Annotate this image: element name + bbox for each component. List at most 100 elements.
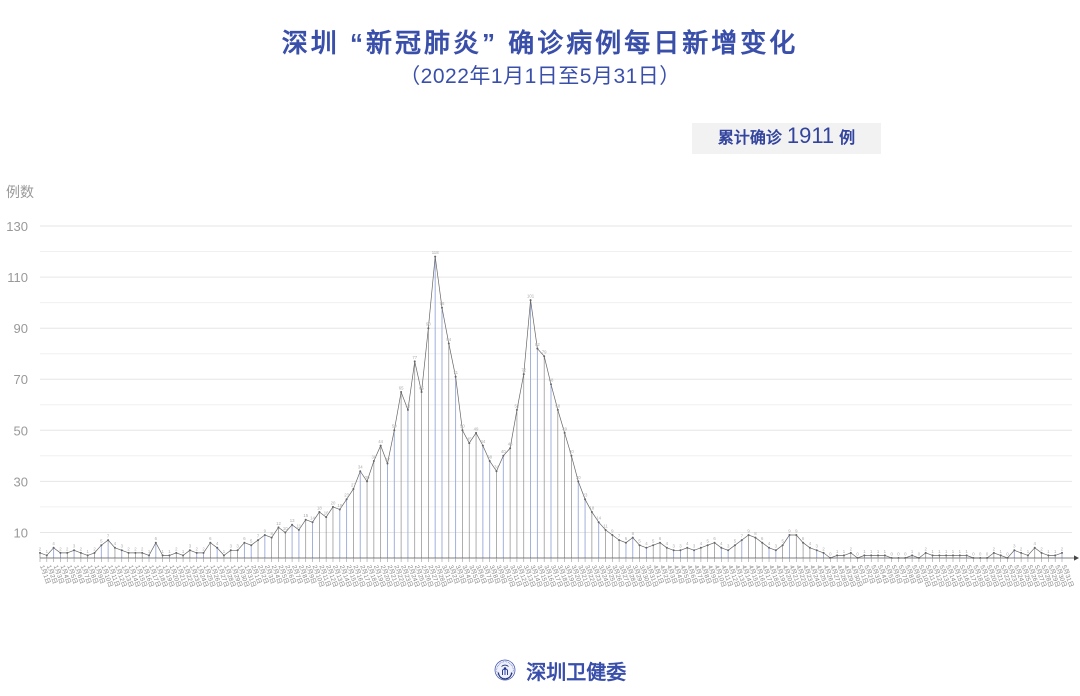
svg-text:5: 5 xyxy=(100,539,103,544)
svg-text:1: 1 xyxy=(46,549,49,554)
svg-text:68: 68 xyxy=(549,378,554,383)
svg-text:1: 1 xyxy=(931,549,934,554)
svg-text:0: 0 xyxy=(1006,551,1009,556)
svg-text:5: 5 xyxy=(638,539,641,544)
svg-text:5: 5 xyxy=(734,539,737,544)
svg-text:5: 5 xyxy=(707,539,710,544)
svg-text:1: 1 xyxy=(945,549,948,554)
svg-text:2: 2 xyxy=(196,546,199,551)
svg-text:30: 30 xyxy=(365,475,370,480)
svg-text:44: 44 xyxy=(480,439,485,444)
svg-text:3: 3 xyxy=(727,544,730,549)
svg-text:8: 8 xyxy=(754,531,757,536)
svg-text:6: 6 xyxy=(155,536,158,541)
svg-text:3: 3 xyxy=(73,544,76,549)
svg-text:40: 40 xyxy=(569,449,574,454)
svg-text:4: 4 xyxy=(645,541,648,546)
svg-text:19: 19 xyxy=(337,503,342,508)
svg-text:38: 38 xyxy=(487,454,492,459)
svg-text:34: 34 xyxy=(494,465,499,470)
svg-text:118: 118 xyxy=(432,250,439,255)
svg-text:45: 45 xyxy=(467,437,472,442)
svg-text:49: 49 xyxy=(474,426,479,431)
svg-text:40: 40 xyxy=(501,449,506,454)
svg-text:0: 0 xyxy=(829,551,832,556)
svg-text:1: 1 xyxy=(911,549,914,554)
svg-text:2: 2 xyxy=(93,546,96,551)
svg-text:1: 1 xyxy=(168,549,171,554)
svg-text:1: 1 xyxy=(223,549,226,554)
svg-text:30: 30 xyxy=(576,475,581,480)
svg-text:6: 6 xyxy=(761,536,764,541)
svg-text:2: 2 xyxy=(59,546,62,551)
svg-text:4: 4 xyxy=(114,541,117,546)
svg-text:4: 4 xyxy=(809,541,812,546)
svg-text:3: 3 xyxy=(121,544,124,549)
svg-text:2: 2 xyxy=(850,546,853,551)
svg-text:6: 6 xyxy=(243,536,246,541)
svg-text:0: 0 xyxy=(856,551,859,556)
svg-text:18: 18 xyxy=(317,505,322,510)
svg-text:1: 1 xyxy=(843,549,846,554)
svg-text:37: 37 xyxy=(385,457,390,462)
svg-text:3: 3 xyxy=(236,544,239,549)
svg-text:10: 10 xyxy=(283,526,288,531)
svg-text:2: 2 xyxy=(134,546,137,551)
svg-text:7: 7 xyxy=(741,534,744,539)
svg-text:1: 1 xyxy=(938,549,941,554)
svg-text:14: 14 xyxy=(310,516,315,521)
svg-text:7: 7 xyxy=(618,534,621,539)
svg-text:58: 58 xyxy=(406,403,411,408)
svg-text:1: 1 xyxy=(86,549,89,554)
svg-text:0: 0 xyxy=(890,551,893,556)
svg-text:71: 71 xyxy=(453,370,458,375)
svg-text:50: 50 xyxy=(392,424,397,429)
svg-text:1: 1 xyxy=(863,549,866,554)
svg-text:15: 15 xyxy=(303,513,308,518)
svg-text:1: 1 xyxy=(836,549,839,554)
svg-text:11: 11 xyxy=(297,523,302,528)
svg-text:3: 3 xyxy=(189,544,192,549)
svg-text:34: 34 xyxy=(358,465,363,470)
svg-text:2: 2 xyxy=(80,546,83,551)
svg-text:0: 0 xyxy=(904,551,907,556)
svg-text:2: 2 xyxy=(925,546,928,551)
svg-text:72: 72 xyxy=(521,368,526,373)
svg-text:2: 2 xyxy=(993,546,996,551)
svg-text:0: 0 xyxy=(972,551,975,556)
svg-text:110: 110 xyxy=(7,270,28,285)
svg-text:5: 5 xyxy=(250,539,253,544)
svg-text:58: 58 xyxy=(555,403,560,408)
svg-text:50: 50 xyxy=(460,424,465,429)
svg-text:6: 6 xyxy=(209,536,212,541)
svg-text:23: 23 xyxy=(344,493,349,498)
svg-text:4: 4 xyxy=(216,541,219,546)
svg-text:27: 27 xyxy=(351,482,356,487)
svg-text:11: 11 xyxy=(603,523,608,528)
svg-text:2: 2 xyxy=(175,546,178,551)
svg-text:1: 1 xyxy=(1027,549,1030,554)
svg-text:3: 3 xyxy=(230,544,233,549)
svg-text:4: 4 xyxy=(686,541,689,546)
svg-text:16: 16 xyxy=(324,511,329,516)
svg-text:43: 43 xyxy=(508,442,513,447)
svg-text:98: 98 xyxy=(440,301,445,306)
svg-text:38: 38 xyxy=(371,454,376,459)
svg-text:6: 6 xyxy=(625,536,628,541)
svg-text:3: 3 xyxy=(693,544,696,549)
svg-text:79: 79 xyxy=(542,350,547,355)
svg-text:1: 1 xyxy=(959,549,962,554)
svg-text:0: 0 xyxy=(918,551,921,556)
svg-text:4: 4 xyxy=(666,541,669,546)
svg-text:7: 7 xyxy=(107,534,110,539)
svg-text:10: 10 xyxy=(14,526,28,541)
svg-text:1: 1 xyxy=(1054,549,1057,554)
svg-text:4: 4 xyxy=(700,541,703,546)
svg-text:1: 1 xyxy=(884,549,887,554)
svg-text:2: 2 xyxy=(822,546,825,551)
svg-text:4: 4 xyxy=(720,541,723,546)
svg-text:6: 6 xyxy=(802,536,805,541)
svg-text:3: 3 xyxy=(679,544,682,549)
svg-text:2: 2 xyxy=(127,546,130,551)
svg-text:23: 23 xyxy=(583,493,588,498)
